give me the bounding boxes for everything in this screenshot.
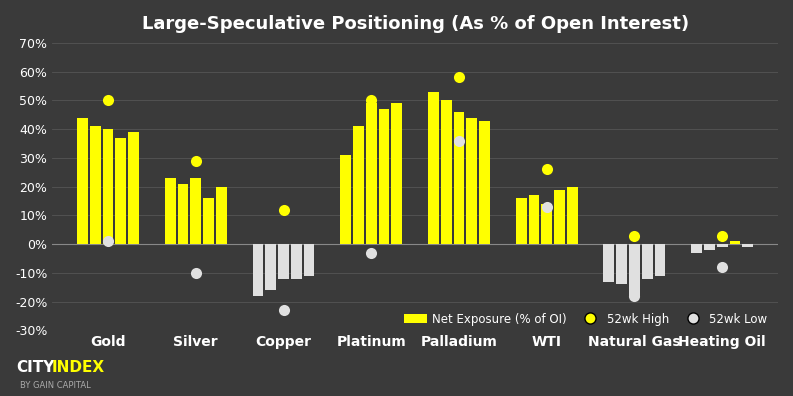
Bar bbox=[116, 138, 126, 244]
Bar bbox=[730, 241, 741, 244]
Bar bbox=[717, 244, 728, 247]
Bar bbox=[642, 244, 653, 279]
Bar bbox=[392, 103, 402, 244]
Bar bbox=[603, 244, 615, 282]
Bar bbox=[77, 118, 88, 244]
Bar bbox=[304, 244, 315, 276]
Bar bbox=[704, 244, 714, 250]
Bar bbox=[742, 244, 753, 247]
Bar bbox=[203, 198, 214, 244]
Bar bbox=[366, 103, 377, 244]
Bar bbox=[190, 178, 201, 244]
Bar bbox=[128, 132, 139, 244]
Bar bbox=[428, 92, 439, 244]
Bar bbox=[515, 198, 527, 244]
Legend: Net Exposure (% of OI), 52wk High, 52wk Low: Net Exposure (% of OI), 52wk High, 52wk … bbox=[399, 308, 772, 330]
Bar bbox=[629, 244, 640, 296]
Bar bbox=[441, 101, 452, 244]
Bar bbox=[102, 129, 113, 244]
Bar bbox=[90, 126, 101, 244]
Bar bbox=[654, 244, 665, 276]
Bar bbox=[353, 126, 364, 244]
Bar bbox=[479, 120, 490, 244]
Bar bbox=[291, 244, 301, 279]
Bar bbox=[466, 118, 477, 244]
Bar bbox=[253, 244, 263, 296]
Bar bbox=[691, 244, 702, 253]
Bar bbox=[378, 109, 389, 244]
Bar bbox=[278, 244, 289, 279]
Bar bbox=[178, 184, 189, 244]
Bar bbox=[542, 204, 552, 244]
Bar bbox=[216, 187, 227, 244]
Bar bbox=[567, 187, 577, 244]
Bar bbox=[528, 195, 539, 244]
Text: INDEX: INDEX bbox=[52, 360, 105, 375]
Bar bbox=[165, 178, 176, 244]
Title: Large-Speculative Positioning (As % of Open Interest): Large-Speculative Positioning (As % of O… bbox=[142, 15, 688, 33]
Text: CITY: CITY bbox=[16, 360, 54, 375]
Bar bbox=[616, 244, 627, 284]
Bar bbox=[554, 190, 565, 244]
Bar bbox=[340, 155, 351, 244]
Text: BY GAIN CAPITAL: BY GAIN CAPITAL bbox=[20, 381, 90, 390]
Bar bbox=[454, 112, 465, 244]
Bar bbox=[266, 244, 276, 290]
